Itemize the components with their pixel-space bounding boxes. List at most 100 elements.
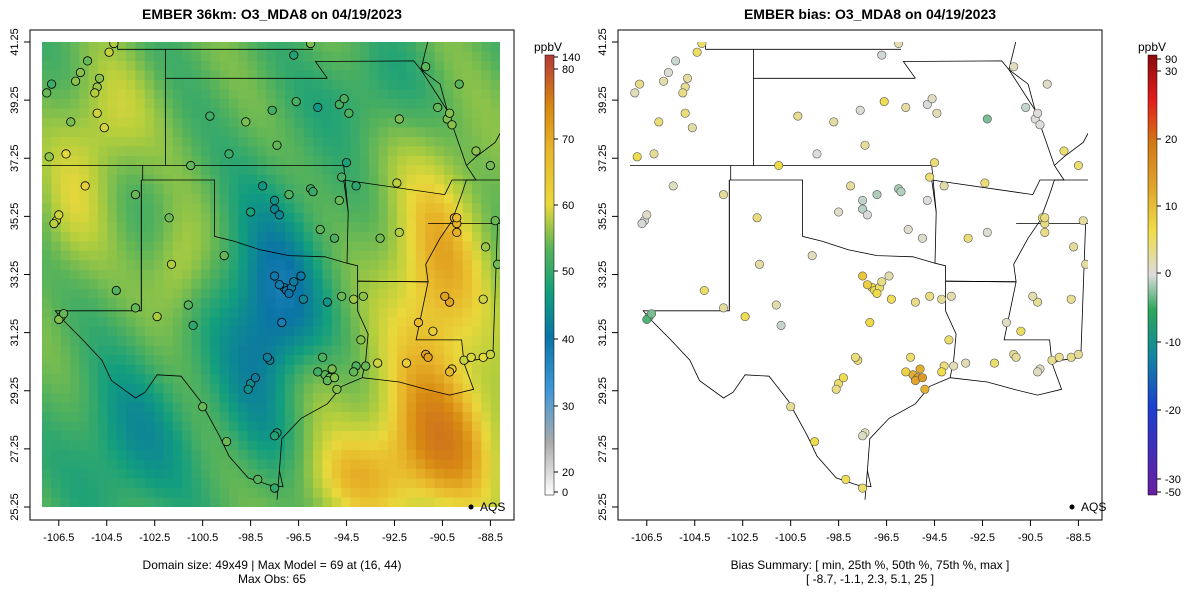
heatmap-cell: [294, 336, 305, 347]
heatmap-cell: [116, 89, 127, 100]
heatmap-cell: [285, 108, 295, 119]
heatmap-cell: [200, 193, 211, 204]
heatmap-cell: [425, 279, 436, 290]
heatmap-cell: [200, 136, 211, 147]
heatmap-cell: [256, 241, 267, 252]
heatmap-cell: [60, 193, 71, 204]
colorbar-tick-label: 20: [562, 467, 574, 479]
heatmap-cell: [182, 193, 193, 204]
heatmap-cell: [126, 431, 137, 442]
heatmap-cell: [415, 89, 426, 100]
heatmap-cell: [135, 469, 146, 480]
heatmap-cell: [285, 412, 295, 423]
heatmap-cell: [182, 136, 193, 147]
heatmap-cell: [144, 383, 155, 394]
heatmap-cell: [453, 488, 464, 499]
heatmap-cell: [397, 203, 408, 214]
heatmap-cell: [116, 127, 127, 138]
heatmap-cell: [453, 336, 464, 347]
obs-site: [164, 213, 174, 223]
y-tick-label: 37.25: [9, 144, 21, 172]
heatmap-cell: [285, 79, 295, 91]
heatmap-cell: [42, 155, 52, 166]
heatmap-cell: [462, 421, 473, 432]
heatmap-cell: [98, 412, 109, 423]
heatmap-cell: [481, 155, 492, 166]
heatmap-cell: [228, 174, 239, 185]
heatmap-cell: [471, 136, 482, 147]
heatmap-cell: [116, 42, 127, 53]
heatmap-cell: [462, 307, 473, 318]
heatmap-cell: [434, 412, 445, 423]
state-border: [492, 223, 498, 358]
heatmap-cell: [275, 288, 286, 299]
bias-site: [1033, 108, 1043, 118]
heatmap-cell: [406, 336, 417, 347]
heatmap-cell: [369, 184, 380, 195]
heatmap-cell: [275, 222, 286, 233]
heatmap-cell: [415, 117, 426, 129]
heatmap-cell: [443, 326, 454, 337]
heatmap-cell: [462, 279, 473, 290]
heatmap-cell: [471, 117, 482, 129]
heatmap-cell: [238, 450, 249, 461]
heatmap-cell: [98, 402, 109, 413]
heatmap-cell: [443, 393, 454, 404]
heatmap-cell: [210, 60, 221, 72]
heatmap-cell: [163, 431, 174, 442]
bias-site: [858, 271, 868, 281]
bias-site: [829, 117, 839, 127]
heatmap-cell: [471, 231, 482, 242]
heatmap-cell: [126, 42, 137, 53]
heatmap-cell: [210, 326, 221, 337]
heatmap-cell: [313, 317, 324, 328]
heatmap-cell: [200, 42, 211, 53]
heatmap-cell: [369, 478, 380, 489]
heatmap-cell: [378, 250, 389, 261]
heatmap-cell: [369, 469, 380, 480]
heatmap-cell: [471, 345, 482, 356]
heatmap-cell: [70, 469, 80, 480]
heatmap-cell: [443, 450, 454, 461]
heatmap-cell: [387, 497, 398, 507]
heatmap-cell: [256, 269, 267, 280]
heatmap-cell: [219, 51, 230, 62]
heatmap-cell: [397, 241, 408, 252]
heatmap-cell: [210, 355, 221, 366]
heatmap-cell: [294, 108, 305, 119]
heatmap-cell: [350, 250, 361, 261]
heatmap-cell: [60, 488, 71, 499]
heatmap-cell: [135, 79, 146, 91]
heatmap-cell: [322, 70, 333, 81]
heatmap-cell: [331, 478, 342, 489]
heatmap-cell: [228, 374, 239, 385]
heatmap-cell: [219, 165, 230, 176]
heatmap-cell: [359, 203, 370, 214]
heatmap-cell: [369, 51, 380, 62]
heatmap-cell: [378, 193, 389, 204]
bias-site: [1035, 120, 1045, 130]
heatmap-cell: [116, 269, 127, 280]
heatmap-cell: [275, 440, 286, 451]
heatmap-cell: [191, 193, 202, 204]
bias-site: [1042, 79, 1052, 89]
bias-site: [668, 181, 678, 191]
heatmap-cell: [154, 117, 165, 129]
heatmap-cell: [88, 355, 99, 366]
bias-site: [927, 94, 937, 104]
heatmap-cell: [294, 146, 305, 157]
heatmap-cell: [415, 79, 426, 91]
heatmap-cell: [275, 98, 286, 110]
heatmap-cell: [88, 374, 99, 385]
heatmap-cell: [79, 497, 90, 507]
heatmap-cell: [275, 231, 286, 242]
heatmap-cell: [425, 70, 436, 81]
heatmap-cell: [200, 345, 211, 356]
heatmap-cell: [406, 440, 417, 451]
heatmap-cell: [126, 212, 137, 223]
heatmap-cell: [369, 203, 380, 214]
heatmap-cell: [322, 355, 333, 366]
heatmap-cell: [378, 336, 389, 347]
heatmap-cell: [322, 146, 333, 157]
